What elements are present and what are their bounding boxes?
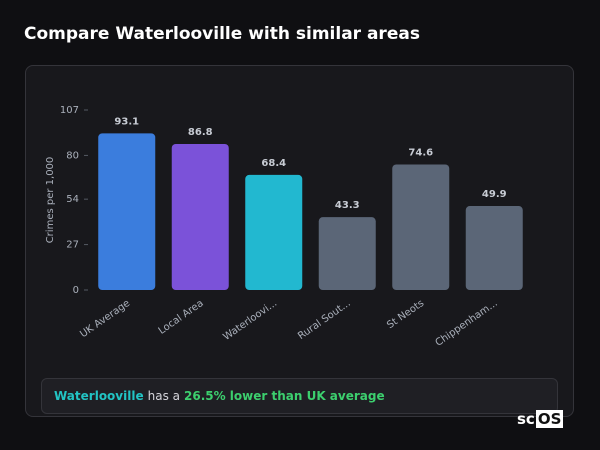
summary-highlight: 26.5% lower than UK average: [184, 389, 385, 403]
x-tick-label: Local Area: [157, 298, 206, 337]
data-label: 43.3: [335, 200, 360, 211]
logo-prefix: sc: [517, 410, 535, 428]
bar: [171, 143, 229, 290]
y-tick-label: 54: [66, 194, 79, 205]
x-tick-label: Waterloovi...: [221, 298, 279, 343]
summary-text: has a: [147, 389, 180, 403]
data-label: 86.8: [188, 127, 213, 138]
summary: Waterlooville has a 26.5% lower than UK av…: [41, 378, 558, 414]
y-tick-label: 0: [73, 285, 79, 296]
logo: sc OS: [517, 410, 564, 428]
x-tick-label: St Neots: [385, 298, 426, 331]
x-tick-label: UK Average: [78, 298, 132, 340]
bar: [318, 217, 376, 290]
bar: [392, 164, 450, 290]
page-title: Compare Waterlooville with similar areas: [24, 24, 420, 44]
bar: [465, 206, 523, 290]
y-axis-label: Crimes per 1,000: [45, 157, 56, 244]
y-tick-label: 107: [60, 105, 79, 116]
data-label: 74.6: [408, 148, 433, 159]
x-tick-label: Chippenham...: [434, 298, 500, 349]
y-tick-label: 80: [66, 150, 79, 161]
bar: [98, 133, 156, 290]
logo-boxed: OS: [535, 410, 564, 428]
data-label: 49.9: [482, 189, 507, 200]
y-tick-label: 27: [66, 240, 79, 251]
summary-area: Waterlooville: [54, 389, 144, 403]
x-tick-label: Rural Sout...: [296, 298, 353, 342]
data-label: 93.1: [114, 116, 139, 127]
data-label: 68.4: [261, 158, 286, 169]
bar: [245, 174, 303, 290]
